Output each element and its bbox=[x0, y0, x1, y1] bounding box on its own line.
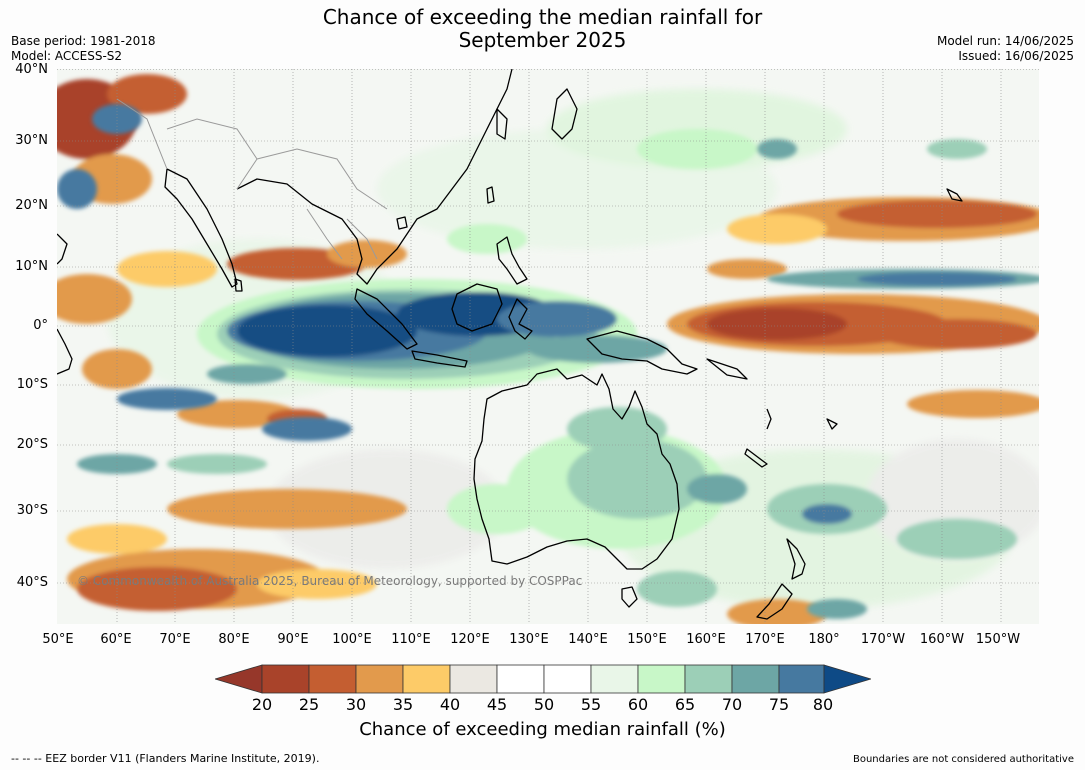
country-borders bbox=[116, 98, 388, 260]
new-guinea-coast bbox=[586, 330, 698, 375]
colorbar-tick-75: 75 bbox=[768, 695, 790, 714]
colorbar-tick-80: 80 bbox=[812, 695, 834, 714]
hawaii-coast bbox=[946, 188, 963, 202]
colorbar-bin-50-55 bbox=[543, 664, 592, 694]
lon-label-100e: 100°E bbox=[332, 632, 372, 647]
colorbar-tick-65: 65 bbox=[674, 695, 696, 714]
title-line-2: September 2025 bbox=[458, 28, 627, 52]
issued-date: Issued: 16/06/2025 bbox=[958, 49, 1074, 63]
new-caledonia-coast bbox=[744, 448, 768, 468]
colorbar-tick-50: 50 bbox=[533, 695, 555, 714]
map-svg: © Commonwealth of Australia 2025, Bureau… bbox=[57, 69, 1039, 624]
colorbar-tick-20: 20 bbox=[251, 695, 273, 714]
lon-label-170w: 170°W bbox=[860, 632, 906, 647]
lon-label-150w: 150°W bbox=[975, 632, 1021, 647]
colorbar-title: Chance of exceeding median rainfall (%) bbox=[359, 719, 726, 740]
korea-coast bbox=[496, 108, 508, 140]
lon-label-140e: 140°E bbox=[568, 632, 608, 647]
philippines-coast bbox=[496, 236, 528, 285]
japan-coast bbox=[551, 88, 578, 140]
lon-label-150e: 150°E bbox=[627, 632, 667, 647]
lon-label-60e: 60°E bbox=[100, 632, 132, 647]
colorbar-bin-75-80 bbox=[778, 664, 825, 694]
lon-label-50e: 50°E bbox=[42, 632, 74, 647]
colorbar bbox=[215, 664, 871, 694]
lat-label-40s: 40°S bbox=[16, 575, 48, 590]
colorbar-bin-70-75 bbox=[731, 664, 780, 694]
colorbar-bin-20-25 bbox=[261, 664, 310, 694]
java-coast bbox=[411, 350, 468, 368]
colorbar-bin-65-70 bbox=[684, 664, 733, 694]
lat-label-10n: 10°N bbox=[15, 259, 48, 274]
colorbar-tick-45: 45 bbox=[486, 695, 508, 714]
se-asia-coast bbox=[236, 69, 513, 285]
coastlines bbox=[57, 69, 963, 620]
india-coast bbox=[164, 168, 238, 288]
sulawesi-coast bbox=[508, 298, 533, 340]
colorbar-bin-55-60 bbox=[590, 664, 639, 694]
lon-label-180: 180° bbox=[808, 632, 840, 647]
graticule bbox=[57, 69, 1039, 624]
lat-label-equator: 0° bbox=[33, 318, 48, 333]
boundaries-disclaimer: Boundaries are not considered authoritat… bbox=[852, 754, 1074, 765]
colorbar-over-arrow bbox=[823, 664, 871, 694]
vanuatu-coast bbox=[766, 408, 772, 430]
lon-label-80e: 80°E bbox=[218, 632, 250, 647]
lat-label-30s: 30°S bbox=[16, 503, 48, 518]
hainan-coast bbox=[396, 216, 408, 230]
lat-label-40n: 40°N bbox=[15, 62, 48, 77]
borneo-coast bbox=[451, 283, 503, 332]
wet-anomalies bbox=[57, 104, 1039, 619]
title-line-1: Chance of exceeding the median rainfall … bbox=[322, 5, 763, 29]
africa-coast bbox=[57, 328, 73, 375]
model-name: Model: ACCESS-S2 bbox=[11, 49, 123, 63]
lon-label-120e: 120°E bbox=[450, 632, 490, 647]
colorbar-tick-25: 25 bbox=[298, 695, 320, 714]
fiji-coast bbox=[826, 418, 838, 430]
lon-label-160e: 160°E bbox=[686, 632, 726, 647]
lat-label-20s: 20°S bbox=[16, 437, 48, 452]
new-zealand-coast bbox=[756, 538, 806, 620]
colorbar-tick-60: 60 bbox=[627, 695, 649, 714]
arabia-coast bbox=[57, 233, 68, 265]
taiwan-coast bbox=[486, 186, 495, 204]
australia-coast bbox=[473, 368, 680, 570]
lon-label-110e: 110°E bbox=[391, 632, 431, 647]
lon-label-130e: 130°E bbox=[509, 632, 549, 647]
dry-anomalies bbox=[57, 74, 1039, 624]
colorbar-tick-30: 30 bbox=[345, 695, 367, 714]
rainfall-map: © Commonwealth of Australia 2025, Bureau… bbox=[57, 69, 1039, 624]
lat-label-20n: 20°N bbox=[15, 198, 48, 213]
lon-label-70e: 70°E bbox=[159, 632, 191, 647]
colorbar-tick-70: 70 bbox=[721, 695, 743, 714]
eez-border-note: -- -- -- EEZ border V11 (Flanders Marine… bbox=[11, 752, 320, 765]
lat-label-30n: 30°N bbox=[15, 133, 48, 148]
sumatra-coast bbox=[354, 288, 418, 350]
sri-lanka-coast bbox=[234, 278, 243, 292]
colorbar-bin-60-65 bbox=[637, 664, 686, 694]
lat-label-10s: 10°S bbox=[16, 377, 48, 392]
solomon-coast bbox=[706, 358, 748, 380]
base-period: Base period: 1981-2018 bbox=[11, 34, 156, 48]
lon-label-170e: 170°E bbox=[745, 632, 785, 647]
colorbar-bin-25-30 bbox=[308, 664, 357, 694]
colorbar-bin-40-45 bbox=[449, 664, 498, 694]
colorbar-bin-45-50 bbox=[496, 664, 545, 694]
lon-label-160w: 160°W bbox=[919, 632, 965, 647]
colorbar-under-arrow bbox=[215, 664, 263, 694]
copyright-notice: © Commonwealth of Australia 2025, Bureau… bbox=[77, 574, 582, 588]
lon-label-90e: 90°E bbox=[277, 632, 309, 647]
colorbar-tick-55: 55 bbox=[580, 695, 602, 714]
colorbar-bin-30-35 bbox=[355, 664, 404, 694]
colorbar-tick-35: 35 bbox=[392, 695, 414, 714]
model-run: Model run: 14/06/2025 bbox=[936, 34, 1074, 48]
tasmania-coast bbox=[621, 586, 638, 608]
colorbar-tick-40: 40 bbox=[439, 695, 461, 714]
colorbar-bin-35-40 bbox=[402, 664, 451, 694]
